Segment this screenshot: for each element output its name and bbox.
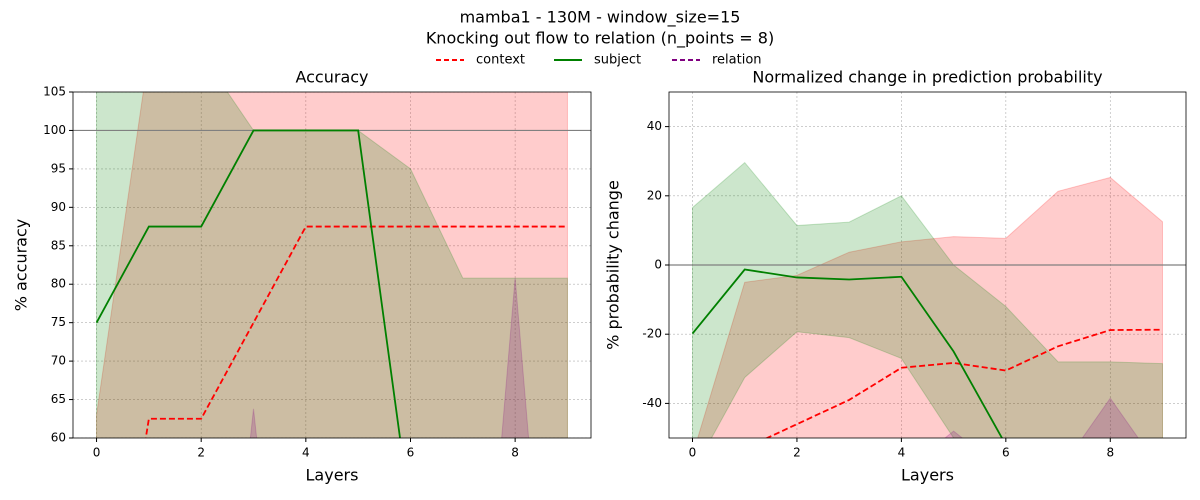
y-axis-label: % accuracy	[12, 219, 31, 311]
x-tick-label: 4	[302, 446, 310, 460]
y-tick-label: 70	[51, 354, 66, 368]
band	[96, 92, 568, 438]
y-tick-label: 105	[43, 85, 66, 99]
band	[692, 161, 1163, 438]
x-tick-label: 2	[793, 446, 801, 460]
plot-area	[73, 92, 591, 438]
x-tick-label: 0	[689, 446, 697, 460]
x-axis-label: Layers	[306, 466, 359, 485]
y-tick-label: 60	[51, 431, 66, 445]
subplot-title: Normalized change in prediction probabil…	[752, 68, 1102, 87]
x-tick-label: 8	[1106, 446, 1114, 460]
y-tick-label: 100	[43, 123, 66, 137]
y-tick-label: 95	[51, 161, 66, 175]
x-axis-label: Layers	[901, 466, 954, 485]
y-tick-label: -20	[642, 327, 662, 341]
y-tick-label: -40	[642, 396, 662, 410]
y-tick-label: 20	[647, 188, 662, 202]
y-tick-label: 80	[51, 277, 66, 291]
subplot-title: Accuracy	[295, 68, 368, 87]
series-line	[95, 129, 401, 438]
plot-area	[669, 92, 1186, 438]
y-tick-label: 85	[51, 238, 66, 252]
y-tick-label: 90	[51, 200, 66, 214]
x-tick-label: 0	[93, 446, 101, 460]
y-axis-label: % probability change	[604, 180, 623, 350]
series-line	[144, 225, 568, 438]
y-tick-label: 65	[51, 392, 66, 406]
legend-label: context	[476, 53, 525, 68]
x-tick-label: 4	[898, 446, 906, 460]
x-tick-label: 6	[1002, 446, 1010, 460]
series-line	[691, 268, 1003, 438]
plot-frame	[72, 91, 592, 439]
figure-title: mamba1 - 130M - window_size=15	[460, 8, 741, 28]
x-tick-label: 8	[511, 446, 519, 460]
legend-label: relation	[712, 53, 762, 68]
y-tick-label: 0	[654, 258, 662, 272]
y-tick-label: 40	[647, 119, 662, 133]
band	[697, 176, 1163, 438]
figure-subtitle: Knocking out flow to relation (n_points …	[426, 29, 774, 49]
legend-label: subject	[594, 53, 641, 68]
band	[944, 397, 1139, 438]
series-line	[764, 328, 1163, 438]
y-tick-label: 75	[51, 315, 66, 329]
band	[249, 278, 530, 438]
x-tick-label: 6	[407, 446, 415, 460]
x-tick-label: 2	[197, 446, 205, 460]
